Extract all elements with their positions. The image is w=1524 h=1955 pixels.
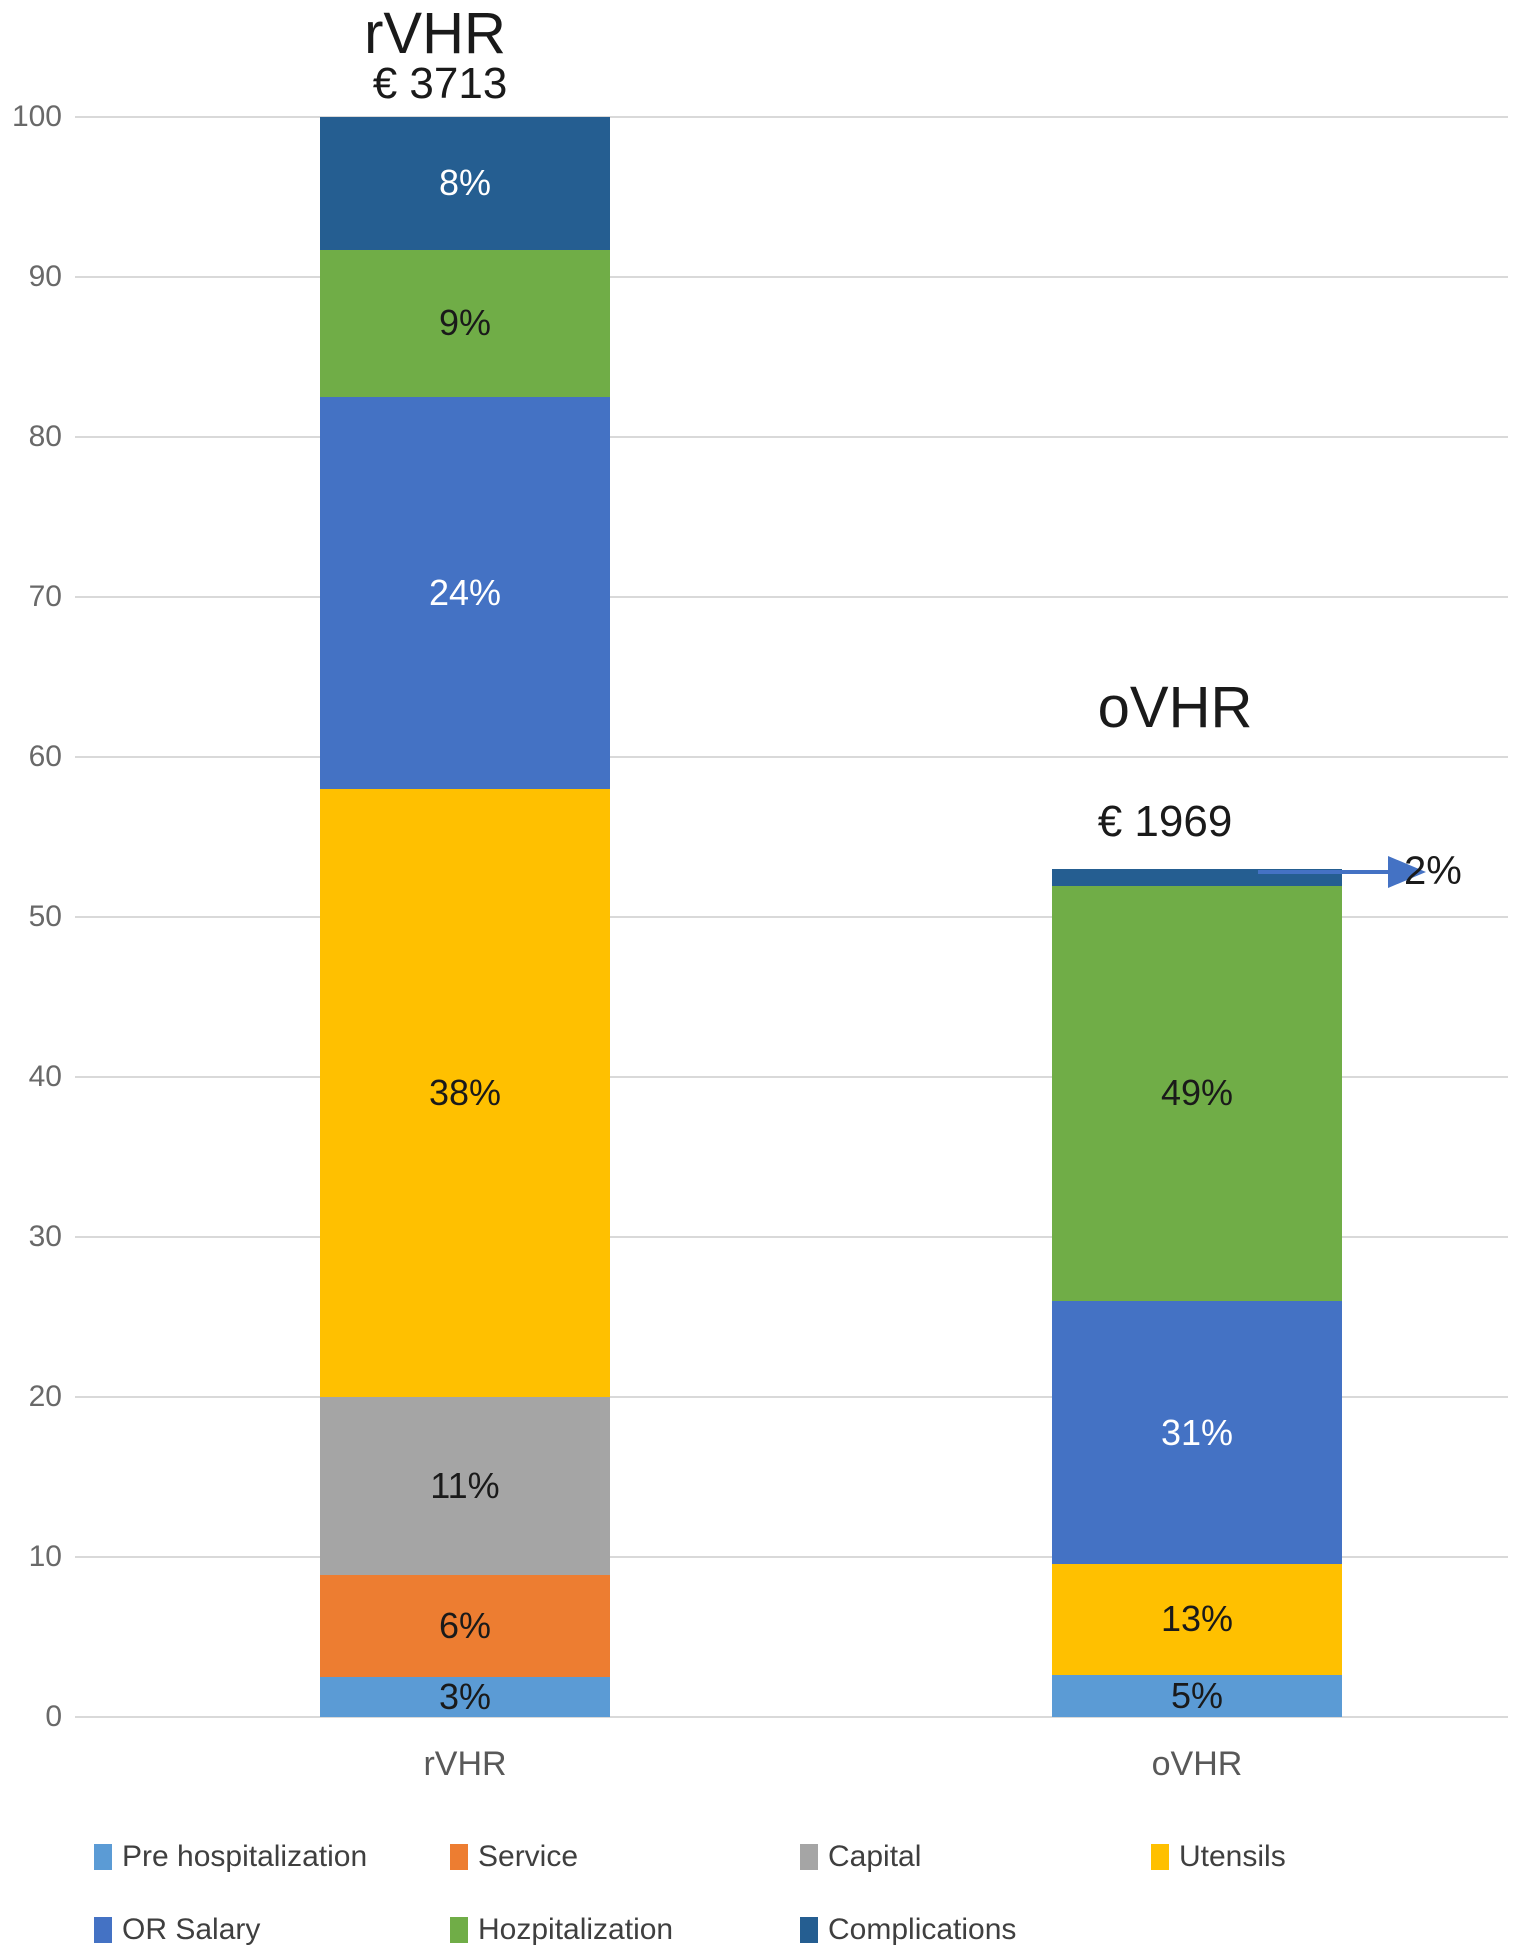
legend-swatch-hozpitalization	[450, 1917, 468, 1943]
y-tick-label-0: 0	[45, 1700, 62, 1733]
segment-label-rVHR-or-salary: 24%	[428, 572, 502, 613]
bar-segment-oVHR-hozpitalization	[1052, 885, 1342, 1302]
legend-swatch-utensils	[1151, 1844, 1169, 1870]
legend-label-hozpitalization: Hozpitalization	[478, 1913, 674, 1946]
legend-label-utensils: Utensils	[1179, 1840, 1286, 1873]
x-axis-label-oVHR: oVHR	[1151, 1745, 1243, 1783]
gridline-40	[75, 1076, 1508, 1078]
y-tick-label-30: 30	[28, 1220, 62, 1253]
legend-label-complications: Complications	[828, 1913, 1017, 1946]
bar-segment-rVHR-service	[320, 1574, 610, 1677]
y-tick-label-100: 100	[11, 100, 62, 133]
gridline-60	[75, 756, 1508, 758]
gridline-10	[75, 1556, 1508, 1558]
segment-label-rVHR-pre-hospitalization: 3%	[438, 1676, 492, 1717]
legend-label-pre-hospitalization: Pre hospitalization	[122, 1840, 368, 1873]
segment-label-oVHR-utensils: 13%	[1160, 1598, 1234, 1640]
y-tick-label-70: 70	[28, 580, 62, 613]
legend-swatch-capital	[800, 1844, 818, 1870]
bar-segment-rVHR-pre-hospitalization	[320, 1677, 610, 1717]
column-total-rvhr: € 3713	[372, 59, 508, 108]
segment-label-oVHR-hozpitalization: 49%	[1160, 1072, 1234, 1114]
y-tick-label-50: 50	[28, 900, 62, 933]
segment-label-rVHR-service: 6%	[438, 1604, 492, 1646]
segment-label-oVHR-or-salary: 31%	[1160, 1411, 1234, 1453]
gridline-30	[75, 1236, 1508, 1238]
y-tick-label-40: 40	[28, 1060, 62, 1093]
y-tick-label-60: 60	[28, 740, 62, 773]
bar-segment-oVHR-pre-hospitalization	[1052, 1674, 1342, 1717]
arrow-head	[1388, 855, 1426, 888]
gridline-80	[75, 436, 1508, 438]
gridline-70	[75, 596, 1508, 598]
bar-segment-rVHR-or-salary	[320, 397, 610, 789]
x-axis-label-rVHR: rVHR	[423, 1745, 507, 1783]
legend-label-capital: Capital	[828, 1840, 922, 1873]
y-tick-label-80: 80	[28, 420, 62, 453]
bar-segment-rVHR-utensils	[320, 789, 610, 1397]
segment-label-rVHR-complications: 8%	[438, 162, 492, 204]
column-total-ovhr: € 1969	[1097, 797, 1233, 846]
y-tick-label-90: 90	[28, 260, 62, 293]
gridline-20	[75, 1396, 1508, 1398]
gridline-50	[75, 916, 1508, 918]
annotation-label-ovhr-complications: 2%	[1404, 848, 1462, 893]
segment-label-rVHR-hozpitalization: 9%	[438, 302, 492, 344]
y-tick-label-10: 10	[28, 1540, 62, 1573]
legend-swatch-service	[450, 1844, 468, 1870]
bar-segment-oVHR-or-salary	[1052, 1301, 1342, 1565]
y-tick-label-20: 20	[28, 1380, 62, 1413]
gridline-90	[75, 276, 1508, 278]
legend-label-or-salary: OR Salary	[122, 1913, 261, 1946]
bar-segment-rVHR-hozpitalization	[320, 249, 610, 397]
segment-label-oVHR-pre-hospitalization: 5%	[1170, 1674, 1224, 1716]
column-title-rvhr: rVHR	[364, 1, 506, 66]
column-title-ovhr: oVHR	[1097, 675, 1253, 740]
legend-label-service: Service	[478, 1840, 579, 1873]
legend-swatch-complications	[800, 1917, 818, 1943]
gridline-100	[75, 116, 1508, 118]
segment-label-rVHR-capital: 11%	[430, 1464, 500, 1506]
gridline-0	[75, 1716, 1508, 1718]
legend-swatch-or-salary	[94, 1917, 112, 1943]
legend-swatch-pre-hospitalization	[94, 1844, 112, 1870]
bar-segment-rVHR-complications	[320, 117, 610, 250]
bar-segment-rVHR-capital	[320, 1397, 610, 1575]
segment-label-rVHR-utensils: 38%	[428, 1072, 502, 1113]
arrow-line	[1258, 869, 1390, 874]
bar-segment-oVHR-utensils	[1052, 1564, 1342, 1675]
